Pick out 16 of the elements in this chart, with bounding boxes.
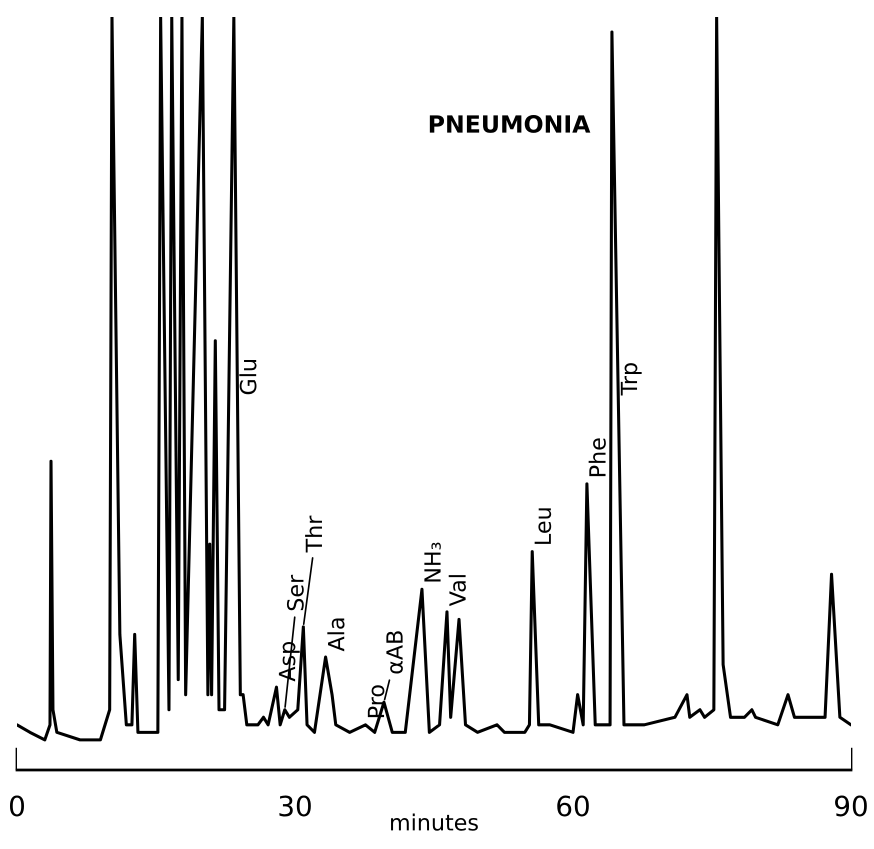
x-tick-label: 30 [279,795,311,816]
annotation: Leu [534,508,552,544]
x-axis-title: minutes [391,814,478,831]
text: PNEUMONIA [430,115,590,133]
annotation: αAB [386,631,403,674]
x-tick-label: 0 [10,795,24,816]
annotation: NH₃ [424,542,441,582]
annotation: Ser [286,574,304,610]
annotation: Phe [588,438,606,476]
annotation: Ala [327,618,345,652]
x-tick-label: 60 [557,795,589,816]
annotation: Thr [305,516,322,552]
annotation: Glu [239,360,256,394]
annotation: Val [448,575,466,606]
x-tick-label: 90 [835,795,867,816]
annotation: Trp [620,363,642,396]
